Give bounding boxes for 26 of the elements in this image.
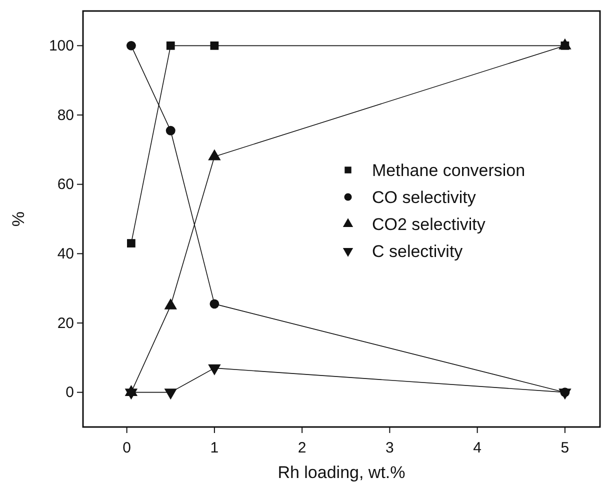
point	[164, 388, 177, 400]
y-tick-label: 100	[48, 37, 74, 54]
y-tick-label: 20	[57, 314, 74, 332]
point	[126, 40, 136, 50]
legend-label: Methane conversion	[372, 160, 526, 180]
legend-label: C selectivity	[372, 242, 464, 261]
legend-label: CO2 selectivity	[372, 214, 486, 234]
legend-label: CO selectivity	[372, 188, 476, 207]
y-tick-label: 60	[57, 176, 74, 194]
point	[166, 126, 176, 136]
x-tick-label: 4	[473, 440, 482, 456]
point	[210, 299, 220, 309]
y-tick-label: 40	[57, 245, 74, 262]
x-tick-label: 5	[560, 440, 570, 456]
x-tick-label: 1	[210, 440, 219, 456]
y-tick-label: 0	[66, 384, 74, 402]
x-tick-label: 2	[298, 440, 306, 456]
x-tick-label: 3	[386, 440, 394, 456]
point	[166, 41, 175, 50]
x-tick-label: 0	[122, 440, 131, 456]
point	[210, 41, 219, 50]
y-tick-label: 80	[57, 106, 74, 124]
point	[127, 239, 136, 248]
x-axis-title: Rh loading, wt.%	[278, 463, 406, 482]
y-axis-title: %	[9, 211, 28, 227]
point	[208, 364, 221, 376]
